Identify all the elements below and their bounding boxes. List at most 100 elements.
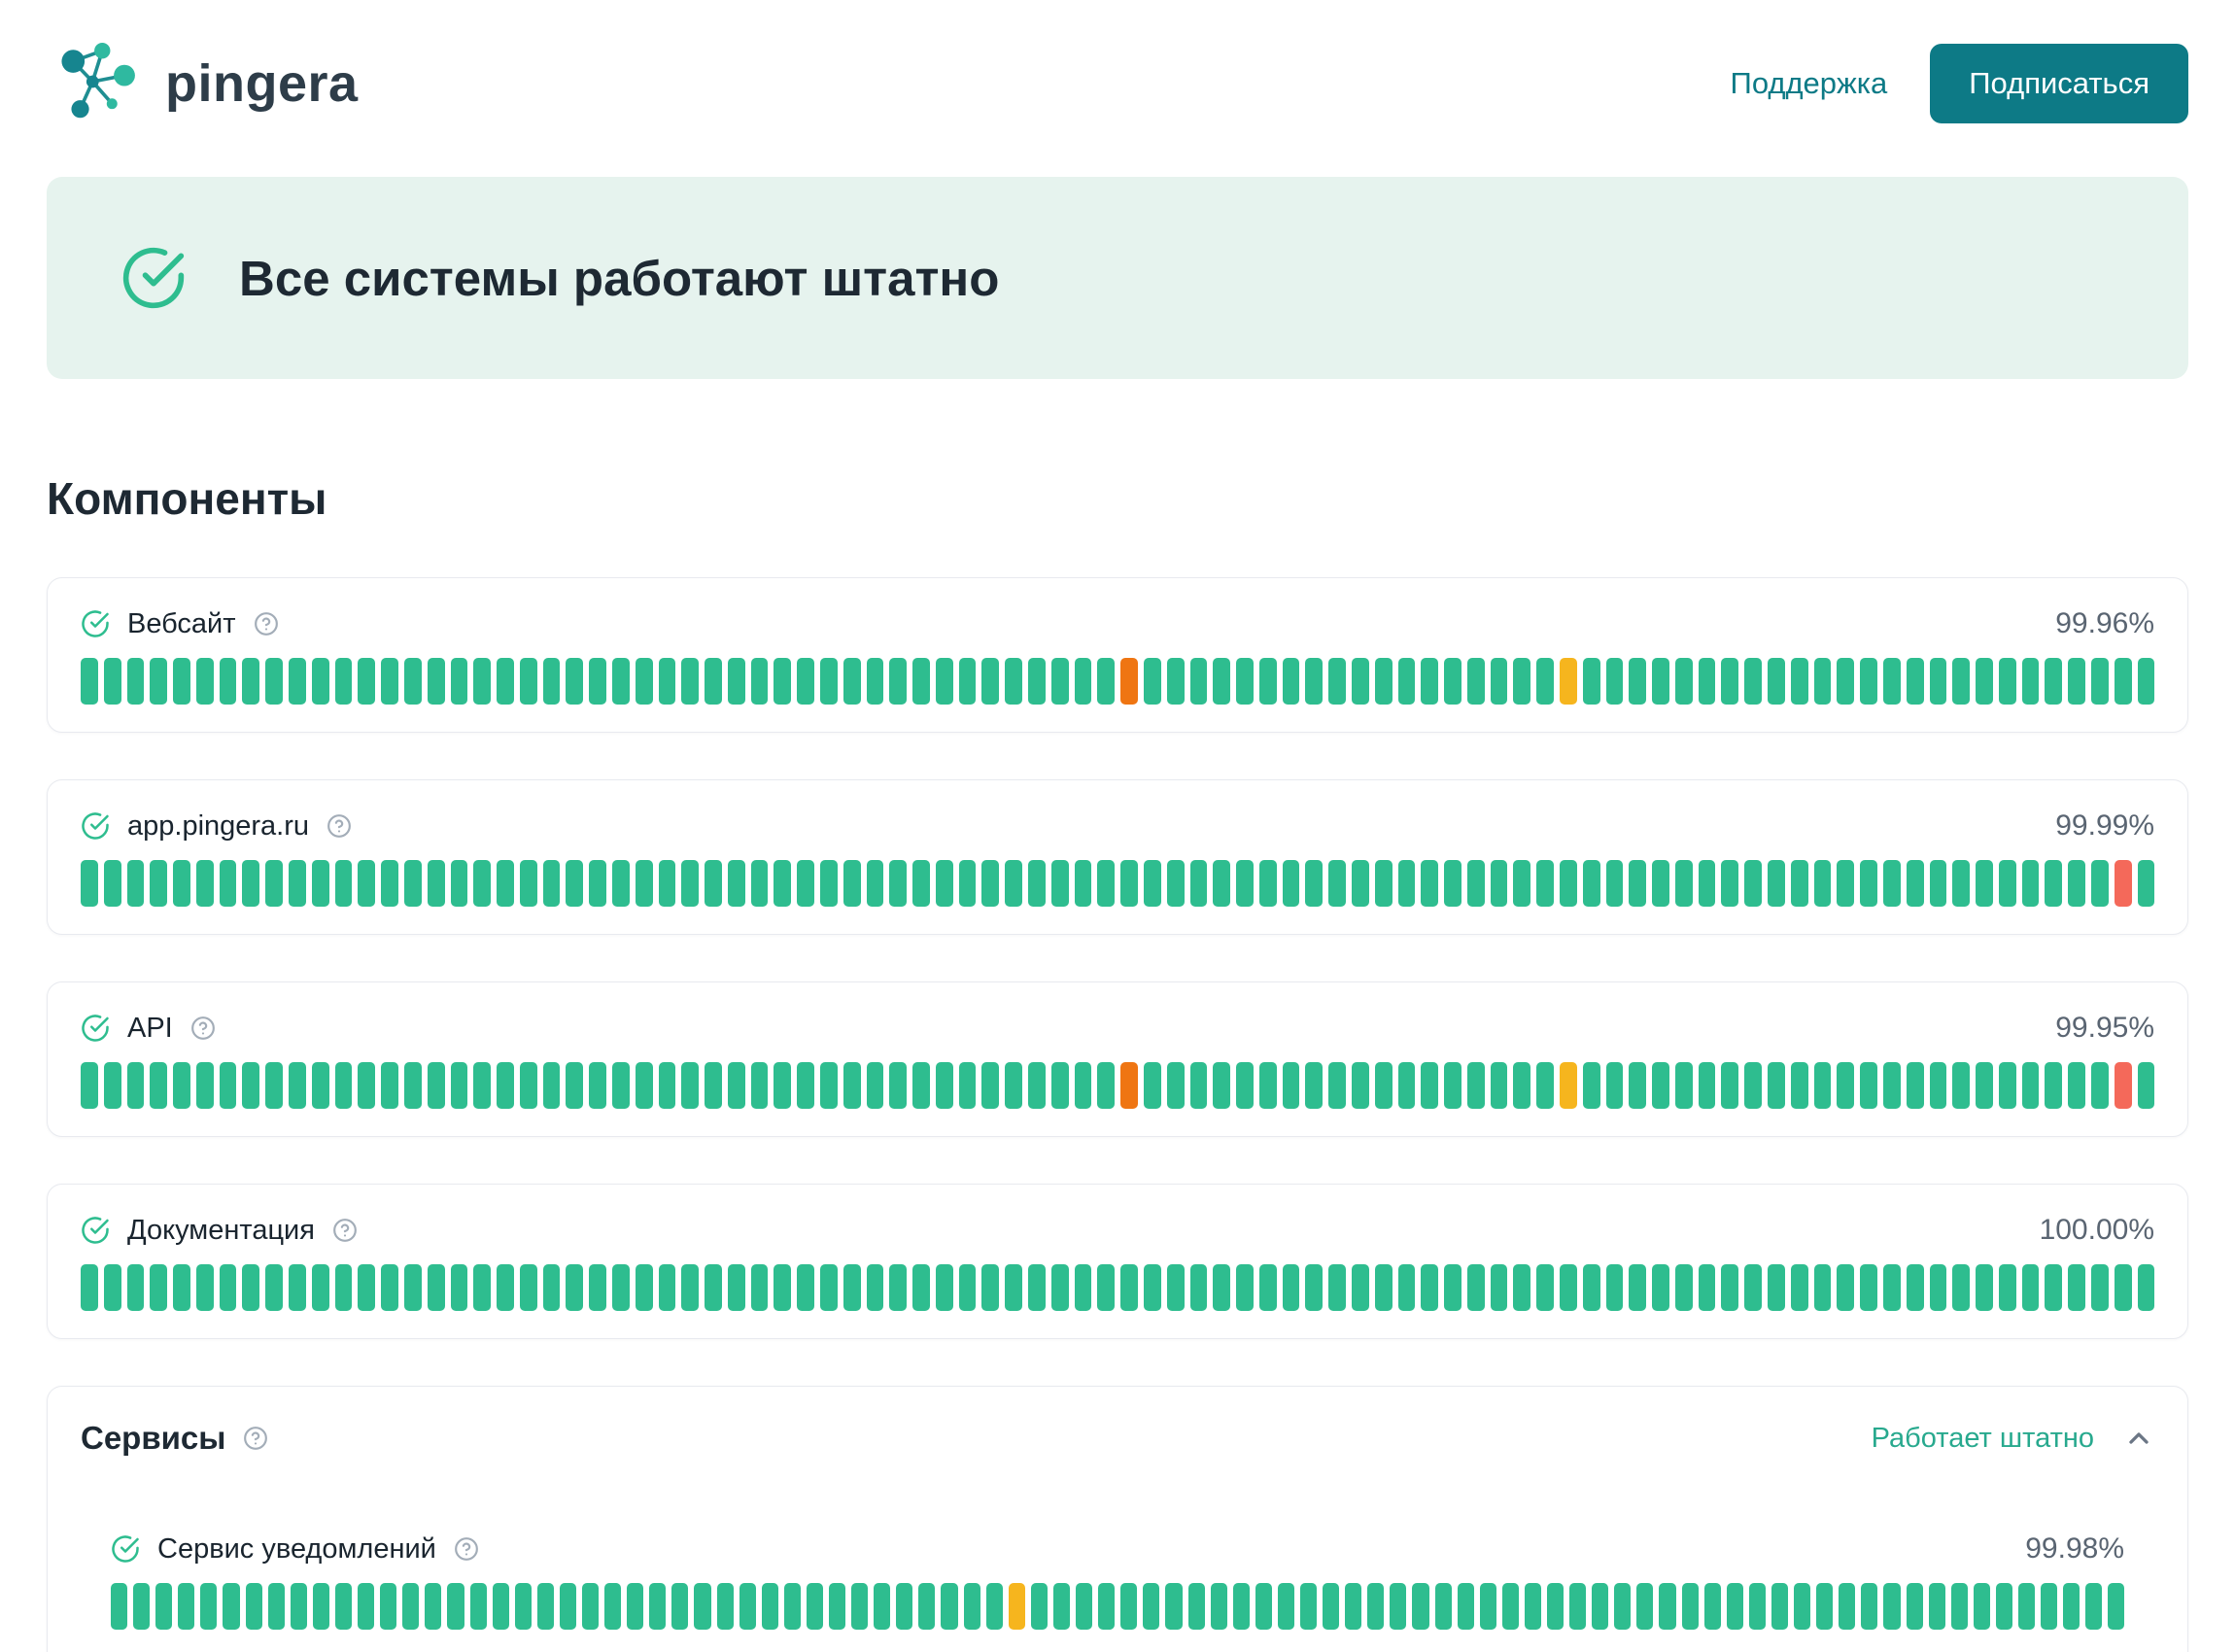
uptime-segment [1536,1062,1554,1109]
component-card: API 99.95% [47,981,2188,1137]
uptime-segment [1120,860,1138,907]
uptime-segment [1882,1062,1901,1109]
uptime-segment [403,658,422,705]
uptime-segment [1213,1062,1231,1109]
uptime-segment [1213,860,1231,907]
uptime-segment [1236,1264,1254,1311]
uptime-segment [1299,1583,1318,1630]
uptime-segment [566,1062,584,1109]
uptime-segment [1582,1264,1600,1311]
component-help-icon[interactable] [190,1015,216,1041]
uptime-segment [1421,658,1439,705]
uptime-segment [985,1583,1003,1630]
uptime-segment [1582,1062,1600,1109]
uptime-segment [1213,1264,1231,1311]
uptime-segment [1282,1264,1300,1311]
uptime-segment [739,1583,756,1630]
uptime-segment [1768,658,1785,705]
uptime-segment [1906,860,1924,907]
uptime-segment [889,658,908,705]
component-card: app.pingera.ru 99.99% [47,779,2188,935]
uptime-segment [611,1062,630,1109]
subscribe-button[interactable]: Подписаться [1930,44,2188,123]
uptime-segment [1258,1264,1277,1311]
uptime-segment [750,658,769,705]
component-uptime: 99.99% [2055,809,2154,842]
uptime-segment [820,1062,838,1109]
uptime-segment [1768,860,1785,907]
uptime-segment [81,658,98,705]
uptime-segment [958,1062,977,1109]
uptime-segment [1721,658,1739,705]
uptime-segment [1629,860,1647,907]
uptime-segment [1052,1583,1071,1630]
uptime-segment [1513,1062,1531,1109]
uptime-segment [1592,1583,1609,1630]
uptime-segment [1790,1264,1808,1311]
uptime-segment [173,1264,190,1311]
uptime-bar [81,1264,2155,1311]
uptime-segment [2090,1062,2109,1109]
chevron-up-icon[interactable] [2123,1423,2154,1454]
uptime-segment [1166,1062,1185,1109]
uptime-segment [750,860,769,907]
uptime-segment [1698,1264,1716,1311]
component-help-icon[interactable] [332,1218,358,1243]
component-ok-icon [111,1534,140,1564]
uptime-segment [195,1264,214,1311]
uptime-segment [1721,1264,1739,1311]
uptime-segment [1790,1062,1808,1109]
uptime-segment [1698,860,1716,907]
uptime-segment [103,658,121,705]
uptime-bar [81,1062,2155,1109]
support-link[interactable]: Поддержка [1730,66,1888,100]
uptime-segment [1323,1583,1340,1630]
component-help-icon[interactable] [254,611,279,637]
component-help-icon[interactable] [454,1536,479,1562]
component-help-icon[interactable] [327,813,352,839]
uptime-segment [150,658,168,705]
brand-name: pingera [165,54,359,113]
uptime-segment [1143,1062,1161,1109]
uptime-segment [1305,658,1324,705]
uptime-segment [635,1062,653,1109]
uptime-segment [727,860,745,907]
uptime-segment [1367,1583,1385,1630]
brand[interactable]: pingera [47,33,359,135]
uptime-segment [1187,1583,1205,1630]
component-uptime: 99.98% [2025,1532,2124,1565]
uptime-segment [1906,658,1924,705]
uptime-segment [219,658,237,705]
uptime-segment [1374,1062,1393,1109]
uptime-segment [1614,1583,1632,1630]
uptime-segment [2137,658,2155,705]
uptime-segment [519,658,537,705]
services-help-icon[interactable] [243,1426,268,1451]
uptime-segment [1255,1583,1272,1630]
uptime-segment [935,1062,953,1109]
uptime-segment [402,1583,420,1630]
uptime-segment [2068,1264,2085,1311]
uptime-segment [1748,1583,1766,1630]
services-group-header[interactable]: Сервисы Работает штатно [81,1420,2154,1457]
uptime-segment [1998,1264,2016,1311]
uptime-segment [1605,658,1624,705]
uptime-segment [2021,658,2040,705]
uptime-bar [81,658,2155,705]
uptime-segment [178,1583,195,1630]
uptime-segment [381,1264,398,1311]
uptime-segment [1444,1062,1461,1109]
uptime-segment [727,1264,745,1311]
uptime-segment [150,1062,168,1109]
status-banner: Все системы работают штатно [47,177,2188,379]
uptime-segment [1421,1062,1439,1109]
components-title: Компоненты [47,473,327,524]
uptime-segment [2063,1583,2080,1630]
uptime-segment [450,1264,468,1311]
uptime-segment [1703,1583,1721,1630]
uptime-segment [497,658,514,705]
uptime-segment [334,658,353,705]
uptime-segment [1236,1062,1254,1109]
uptime-segment [1976,1062,1993,1109]
uptime-segment [358,658,376,705]
